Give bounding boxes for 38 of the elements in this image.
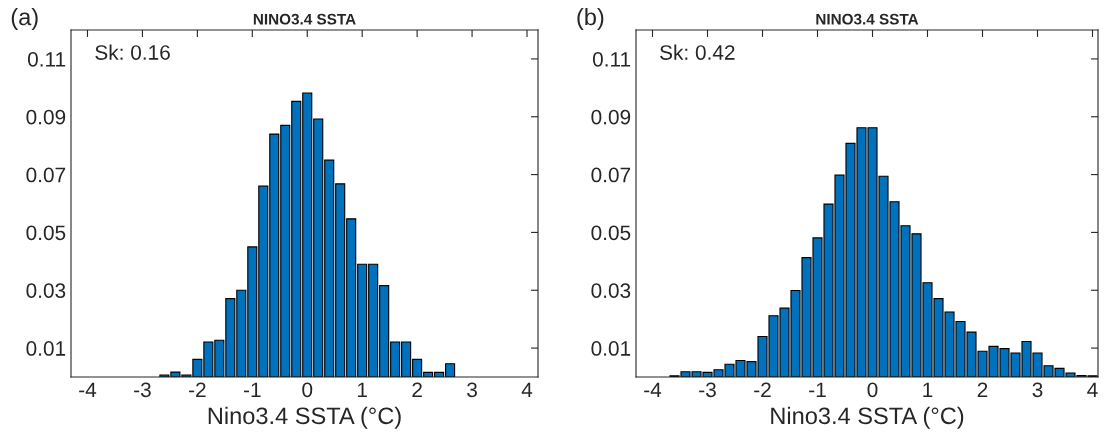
y-tick-label: 0.01 xyxy=(26,341,66,356)
text: (a) xyxy=(11,7,38,30)
x-tick-label: -1 xyxy=(809,382,826,397)
y-tick-label: 0.05 xyxy=(591,225,631,241)
x-tick-label: 3 xyxy=(467,382,477,398)
x-tick-label: 2 xyxy=(412,382,422,397)
y-tick-label: 0.03 xyxy=(26,283,66,298)
chart-title: NINO3.4 SSTA xyxy=(816,13,919,25)
x-tick-label: 0 xyxy=(302,382,313,398)
y-tick-label: 0.07 xyxy=(26,167,66,183)
text: (b) xyxy=(577,7,604,30)
chart-title: NINO3.4 SSTA xyxy=(253,13,356,25)
x-tick-label: 1 xyxy=(357,382,367,397)
y-tick-label: 0.09 xyxy=(591,109,631,125)
x-tick-label: -4 xyxy=(79,382,97,397)
annotation: Sk: 0.42 xyxy=(660,44,735,60)
x-axis-title: Nino3.4 SSTA (°C) xyxy=(771,406,964,429)
x-tick-label: -1 xyxy=(243,382,261,397)
x-tick-label: -2 xyxy=(189,382,206,397)
x-tick-label: 3 xyxy=(1032,382,1043,398)
x-tick-label: -3 xyxy=(134,382,151,398)
x-tick-label: 2 xyxy=(977,382,988,397)
y-tick-label: 0.09 xyxy=(26,109,66,125)
x-tick-label: 4 xyxy=(521,382,533,397)
y-tick-label: 0.11 xyxy=(592,51,631,67)
x-tick-label: -2 xyxy=(754,382,771,397)
x-tick-label: 1 xyxy=(923,382,933,397)
x-tick-label: 4 xyxy=(1087,382,1098,397)
y-tick-label: 0.05 xyxy=(26,225,66,241)
y-tick-label: 0.11 xyxy=(27,51,66,67)
y-tick-label: 0.03 xyxy=(591,283,631,298)
x-tick-label: -3 xyxy=(699,382,716,398)
annotation: Sk: 0.16 xyxy=(95,44,170,60)
y-tick-label: 0.07 xyxy=(591,167,631,183)
x-tick-label: -4 xyxy=(644,382,662,397)
y-tick-label: 0.01 xyxy=(591,341,631,356)
x-axis-title: Nino3.4 SSTA (°C) xyxy=(208,406,401,429)
x-tick-label: 0 xyxy=(867,382,878,398)
